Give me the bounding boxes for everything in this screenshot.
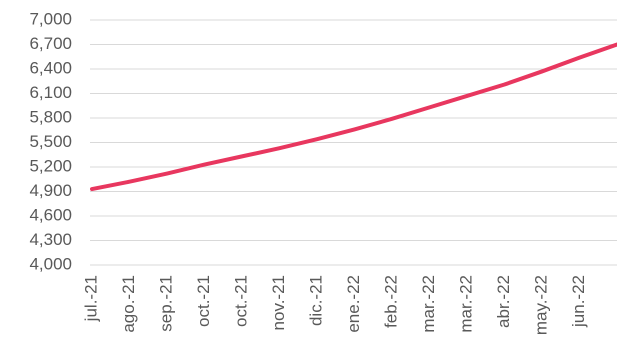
y-tick-label: 4,300 bbox=[29, 230, 72, 249]
x-tick-label: ene.-22 bbox=[344, 275, 363, 333]
x-tick-label: oct.-21 bbox=[231, 275, 250, 327]
x-tick-label: jul.-21 bbox=[81, 275, 100, 322]
x-tick-label: nov.-21 bbox=[269, 275, 288, 330]
x-tick-label: mar.-22 bbox=[456, 275, 475, 333]
x-tick-label: abr.-22 bbox=[494, 275, 513, 328]
x-tick-label: may.-22 bbox=[531, 275, 550, 335]
x-tick-label: mar.-22 bbox=[419, 275, 438, 333]
x-tick-label: dic.-21 bbox=[306, 275, 325, 326]
y-tick-label: 6,700 bbox=[29, 34, 72, 53]
line bbox=[90, 42, 617, 192]
x-tick-label: sep.-21 bbox=[156, 275, 175, 332]
y-tick-label: 6,400 bbox=[29, 58, 72, 77]
y-tick-label: 7,000 bbox=[29, 9, 72, 28]
y-tick-label: 5,200 bbox=[29, 156, 72, 175]
y-tick-label: 4,600 bbox=[29, 205, 72, 224]
y-tick-label: 6,100 bbox=[29, 83, 72, 102]
y-tick-label: 5,800 bbox=[29, 107, 72, 126]
y-tick-label: 5,500 bbox=[29, 132, 72, 151]
x-tick-label: oct.-21 bbox=[194, 275, 213, 327]
x-tick-label: ago.-21 bbox=[119, 275, 138, 333]
x-tick-label: feb.-22 bbox=[381, 275, 400, 328]
y-tick-label: 4,900 bbox=[29, 181, 72, 200]
x-tick-label: jun.-22 bbox=[569, 275, 588, 328]
y-tick-label: 4,000 bbox=[29, 254, 72, 273]
